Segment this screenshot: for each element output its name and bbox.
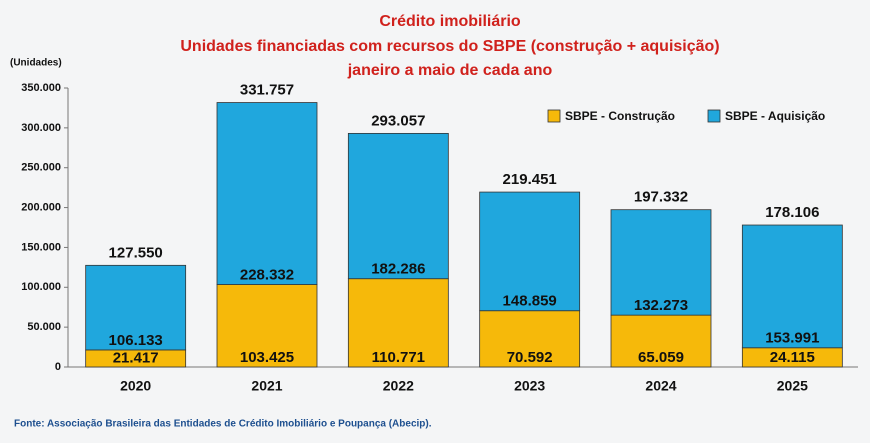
legend-swatch xyxy=(707,109,721,123)
bar-segment xyxy=(479,191,581,312)
value-label: 65.059 xyxy=(638,349,684,366)
x-tick-label: 2025 xyxy=(777,378,808,394)
x-tick-label: 2021 xyxy=(251,378,282,394)
value-label: 103.425 xyxy=(240,349,294,366)
value-label: 228.332 xyxy=(240,267,294,284)
y-tick-label: 300.000 xyxy=(21,122,61,134)
y-tick-label: 150.000 xyxy=(21,241,61,253)
bar-segment xyxy=(347,278,449,368)
x-tick-label: 2020 xyxy=(120,378,151,394)
source-note: Fonte: Associação Brasileira das Entidad… xyxy=(14,419,432,430)
bar-segment xyxy=(216,284,318,368)
x-tick-label: 2022 xyxy=(383,378,414,394)
bar-segment xyxy=(741,224,843,349)
x-tick-label: 2024 xyxy=(645,378,676,394)
chart-title: Crédito imobiliário xyxy=(379,13,521,30)
legend-label: SBPE - Construção xyxy=(565,109,675,123)
legend-label: SBPE - Aquisição xyxy=(725,109,825,123)
total-label: 331.757 xyxy=(240,82,294,99)
chart-subtitle: janeiro a maio de cada ano xyxy=(347,62,553,79)
total-label: 293.057 xyxy=(371,112,425,129)
bar-segment xyxy=(85,264,187,351)
bar-segment xyxy=(347,132,449,280)
value-label: 24.115 xyxy=(770,349,815,366)
value-label: 148.859 xyxy=(503,293,557,310)
value-label: 70.592 xyxy=(507,349,553,366)
value-label: 153.991 xyxy=(765,330,819,347)
value-label: 21.417 xyxy=(113,349,159,366)
bar-segment xyxy=(479,310,581,368)
bar-segment xyxy=(216,102,318,285)
x-tick-label: 2023 xyxy=(514,378,545,394)
chart-subtitle: Unidades financiadas com recursos do SBP… xyxy=(180,38,719,55)
value-label: 132.273 xyxy=(634,297,688,314)
value-label: 106.133 xyxy=(109,332,163,349)
bar-segment xyxy=(610,314,712,368)
legend-swatch xyxy=(547,109,561,123)
y-tick-label: 350.000 xyxy=(21,82,61,94)
value-label: 182.286 xyxy=(371,261,425,278)
total-label: 219.451 xyxy=(503,171,557,188)
y-tick-label: 50.000 xyxy=(27,321,61,333)
y-tick-label: 0 xyxy=(55,361,61,373)
y-tick-label: 250.000 xyxy=(21,162,61,174)
total-label: 178.106 xyxy=(765,204,819,221)
y-axis-label: (Unidades) xyxy=(10,58,62,69)
total-label: 127.550 xyxy=(109,244,163,261)
y-tick-label: 100.000 xyxy=(21,281,61,293)
bar-segment xyxy=(610,209,712,316)
total-label: 197.332 xyxy=(634,189,688,206)
y-tick-label: 200.000 xyxy=(21,201,61,213)
value-label: 110.771 xyxy=(372,349,425,366)
